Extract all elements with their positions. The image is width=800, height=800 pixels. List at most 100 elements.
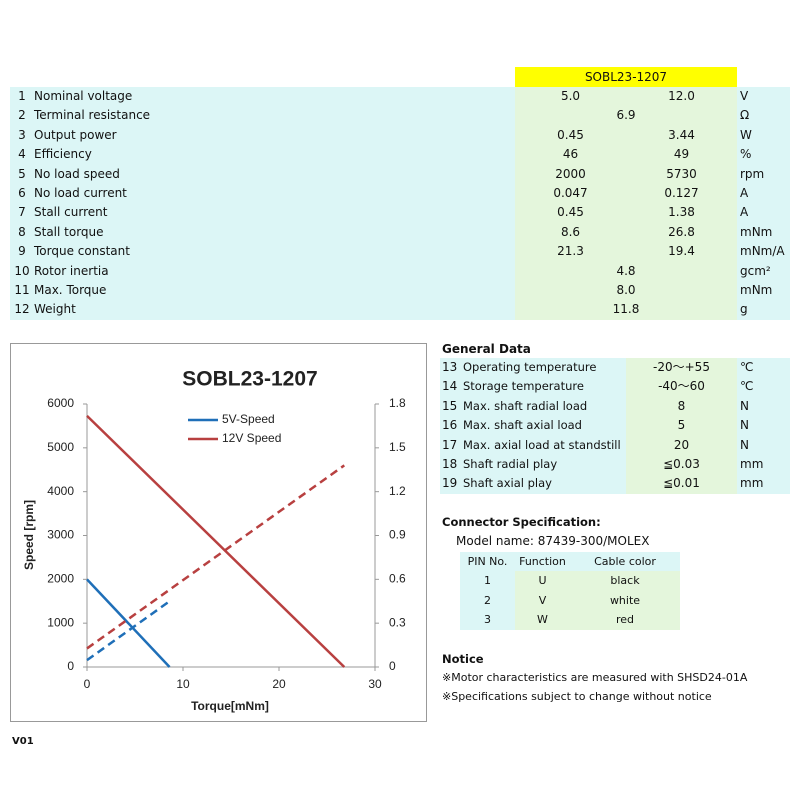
row-bg	[440, 455, 626, 475]
notice-title: Notice	[442, 652, 484, 666]
row-unit: rpm	[737, 164, 790, 184]
row-value: 0.047	[515, 184, 626, 204]
notice-line: ※Specifications subject to change withou…	[442, 690, 712, 703]
row-bg	[10, 87, 515, 107]
general-title: General Data	[442, 342, 531, 356]
row-unit: gcm²	[737, 261, 790, 281]
row-unit: N	[737, 416, 790, 436]
row-label: Terminal resistance	[34, 108, 151, 123]
connector-cell: red	[570, 610, 680, 630]
row-label: Max. shaft radial load	[463, 398, 588, 413]
row-label: Efficiency	[34, 147, 92, 162]
row-number: 12	[14, 302, 30, 317]
row-value: 0.45	[515, 125, 626, 146]
row-unit: mm	[737, 474, 790, 494]
row-value: 5.0	[515, 87, 626, 107]
y-tick-label: 2000	[47, 572, 74, 586]
row-bg	[10, 242, 515, 262]
row-unit: N	[737, 435, 790, 455]
row-number: 11	[14, 283, 30, 297]
connector-cell: 3	[460, 610, 515, 630]
row-label: Nominal voltage	[34, 89, 133, 103]
row-label: No load speed	[34, 166, 120, 181]
row-number: 3	[18, 127, 26, 142]
row-value: 8	[626, 396, 737, 417]
row-number: 19	[442, 476, 458, 491]
x-axis-label: Torque[mNm]	[191, 699, 269, 713]
row-value: 6.9	[515, 106, 737, 126]
row-unit: Ω	[737, 106, 790, 126]
row-bg	[10, 184, 515, 204]
x-tick-label: 0	[84, 677, 91, 691]
chart-title: SOBL23-1207	[182, 368, 317, 391]
row-bg	[10, 261, 515, 281]
row-value: 4.8	[515, 261, 737, 281]
row-label: Rotor inertia	[34, 263, 109, 278]
row-label: Shaft radial play	[463, 457, 558, 471]
y2-tick-label: 0.6	[389, 572, 406, 586]
y2-tick-label: 1.8	[389, 396, 406, 410]
connector-header: PIN No.	[460, 552, 515, 571]
row-number: 10	[14, 263, 30, 278]
row-value: ≦0.03	[626, 455, 737, 475]
version: V01	[12, 736, 34, 747]
connector-cell: U	[515, 571, 570, 591]
row-label: Storage temperature	[463, 379, 584, 394]
connector-cell: V	[515, 590, 570, 610]
x-tick-label: 10	[176, 677, 190, 691]
chart-frame	[10, 343, 427, 722]
row-number: 1	[18, 89, 26, 103]
row-unit: W	[737, 125, 790, 146]
connector-model: Model name: 87439-300/MOLEX	[456, 534, 650, 548]
row-unit: V	[737, 87, 790, 107]
chart: SOBL23-1207 Torque[mNm] Speed [rpm] 0 10 0…	[10, 343, 427, 722]
row-bg	[10, 145, 515, 165]
y2-tick-label: 0	[389, 659, 396, 673]
row-label: Max. Torque	[34, 283, 107, 297]
row-number: 9	[18, 244, 26, 259]
row-value: 0.45	[515, 203, 626, 223]
connector-cell: W	[515, 610, 570, 630]
row-value: 2000	[515, 164, 626, 184]
row-value: 26.8	[626, 222, 737, 243]
row-bg	[440, 435, 626, 455]
row-value: ≦0.01	[626, 474, 737, 494]
row-number: 18	[442, 457, 458, 471]
row-value: 21.3	[515, 242, 626, 262]
row-unit: mNm	[737, 222, 790, 243]
series-line	[86, 414, 346, 668]
series-line	[86, 464, 346, 650]
row-unit: N	[737, 396, 790, 417]
row-number: 7	[18, 205, 26, 220]
row-bg	[10, 222, 515, 243]
row-value: 8.6	[515, 222, 626, 243]
row-number: 5	[18, 166, 26, 181]
row-number: 2	[18, 108, 26, 123]
connector-header: Cable color	[570, 552, 680, 571]
row-label: Max. shaft axial load	[463, 418, 582, 433]
series-line	[86, 578, 171, 668]
row-value: 11.8	[515, 300, 737, 320]
row-label: Max. axial load at standstill	[463, 437, 621, 452]
y-axis-label: Speed [rpm]	[22, 500, 36, 570]
row-number: 17	[442, 437, 458, 452]
series-line	[86, 600, 171, 662]
row-value: -20～+55	[626, 358, 737, 378]
row-value: 5730	[626, 164, 737, 184]
row-number: 13	[442, 360, 458, 374]
row-number: 16	[442, 418, 458, 433]
row-bg	[10, 164, 515, 184]
row-label: Operating temperature	[463, 360, 597, 374]
row-label: No load current	[34, 186, 127, 200]
row-value: 3.44	[626, 125, 737, 146]
row-bg	[10, 106, 515, 126]
row-label: Stall torque	[34, 224, 104, 239]
row-unit: ℃	[737, 358, 790, 378]
row-value: 0.127	[626, 184, 737, 204]
row-label: Shaft axial play	[463, 476, 552, 491]
row-bg	[440, 358, 626, 378]
row-value: 49	[626, 145, 737, 165]
y-tick-label: 3000	[47, 528, 74, 542]
row-unit: A	[737, 203, 790, 223]
row-value: 20	[626, 435, 737, 455]
